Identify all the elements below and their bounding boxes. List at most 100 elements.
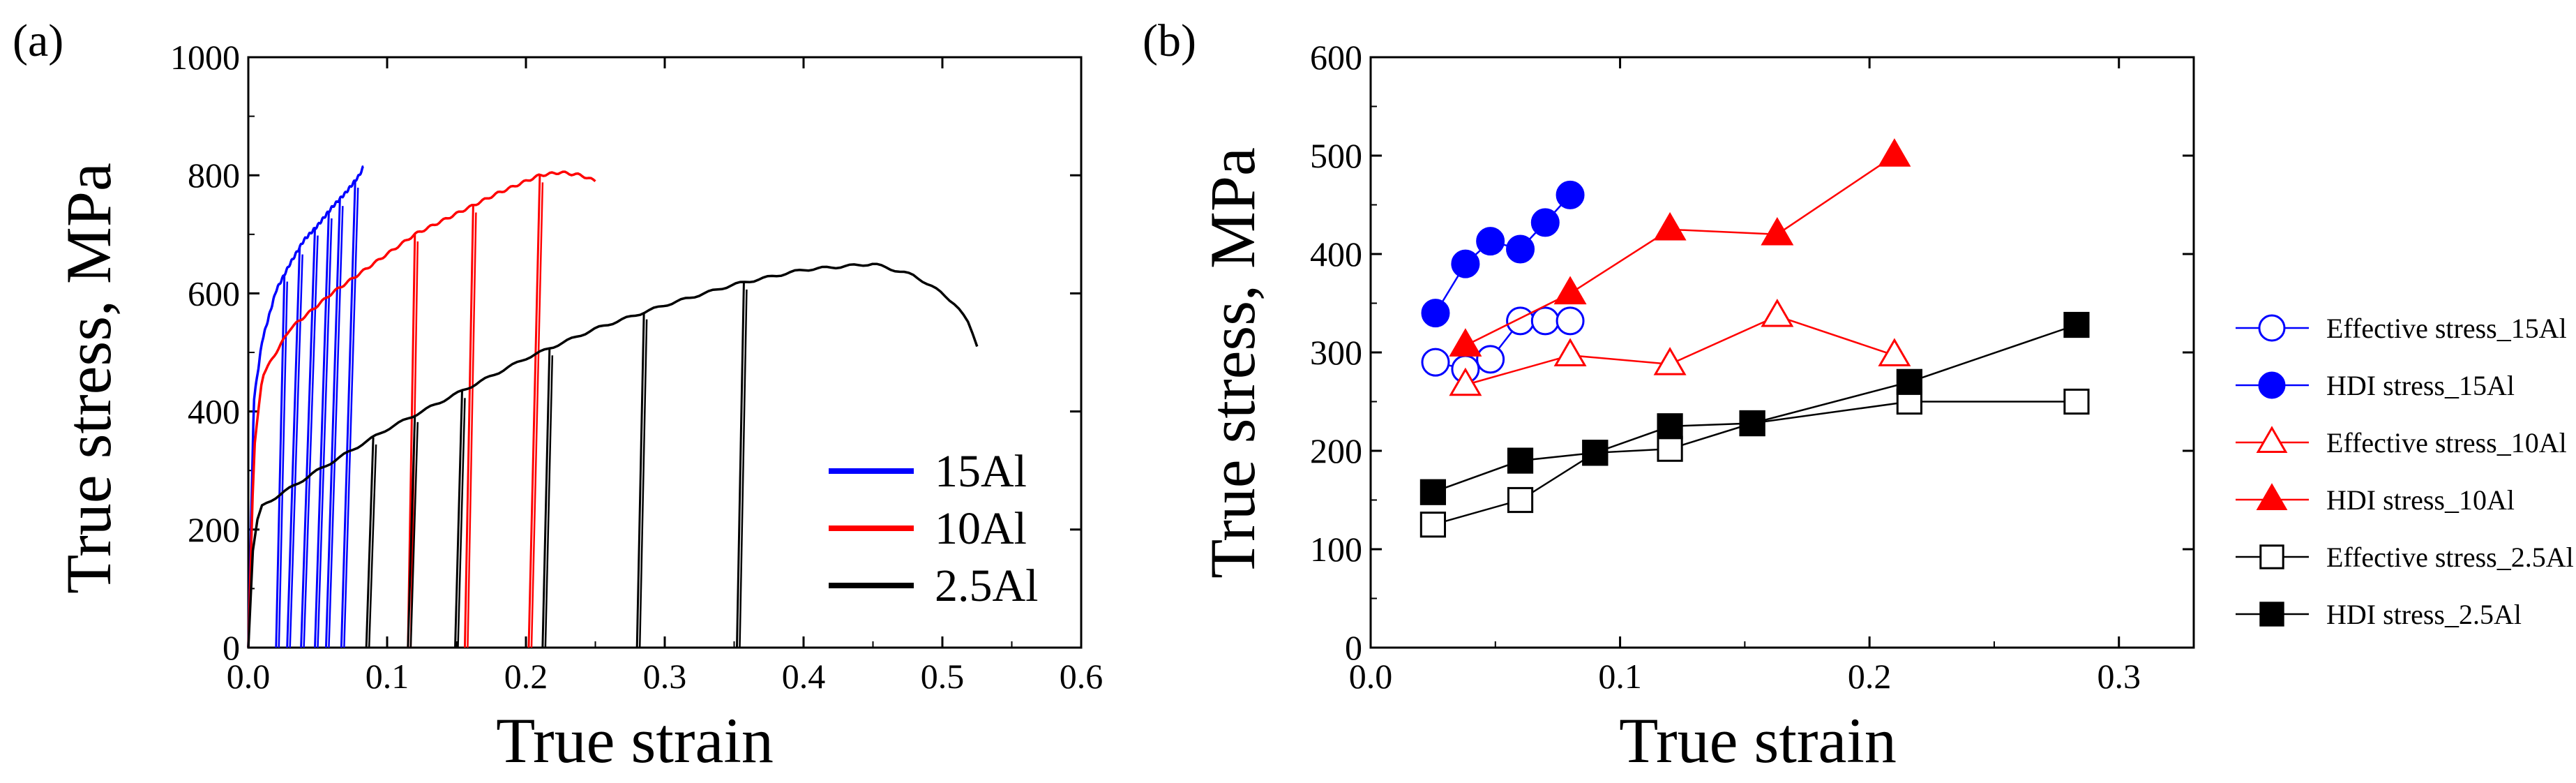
panel-a-y-tick-label: 1000 <box>170 38 240 77</box>
series-10Al-reload-line <box>467 212 477 648</box>
panel-b-legend: Effective stress_15Al HDI stress_15Al Effe… <box>2236 313 2574 630</box>
series-15Al-reload-line <box>303 235 319 648</box>
series-HDI stress_2.5Al-point <box>1419 479 1446 505</box>
series-Effective stress_15Al-point <box>1421 348 1450 377</box>
series-15Al-unload-line <box>286 247 301 648</box>
legend-b-label-Effective stress_10Al: Effective stress_10Al <box>2326 427 2567 458</box>
series-HDI stress_2.5Al-point <box>1507 447 1534 474</box>
legend-a-label-15Al: 15Al <box>935 446 1027 497</box>
series-Effective stress_10Al-point <box>1878 338 1911 366</box>
panel-a-plot-area: 0.0 0.1 0.2 0.3 0.4 0.5 0.6 0 200 400 600 800 1000 <box>170 38 1103 696</box>
series-HDI stress_15Al-point <box>1451 249 1480 278</box>
panel-b-x-tick-label: 0.1 <box>1598 657 1642 696</box>
panel-a-x-tick-label: 0.4 <box>782 657 826 696</box>
series-Effective stress_15Al-point <box>1476 345 1505 374</box>
series-2.5Al-reload-line <box>638 319 648 648</box>
series-2.5Al-unload-line <box>735 282 745 648</box>
legend-b-marker-HDI stress_10Al <box>2256 483 2288 510</box>
series-Effective stress_2.5Al-point <box>1657 435 1683 462</box>
series-10Al-unload-line <box>527 175 541 648</box>
panel-a-x-tick-label: 0.2 <box>504 657 548 696</box>
series-2.5Al-unload-line <box>454 391 463 648</box>
panel-a-y-tick-label: 200 <box>188 510 240 549</box>
series-15Al-unload-line <box>275 274 286 648</box>
legend-b-label-HDI stress_10Al: HDI stress_10Al <box>2326 484 2515 516</box>
legend-b-marker-HDI stress_15Al <box>2258 371 2286 399</box>
series-15Al-reload-line <box>317 218 333 648</box>
series-10Al-reload-line <box>530 182 544 648</box>
legend-a-label-10Al: 10Al <box>935 503 1027 554</box>
series-15Al-unload-line <box>300 228 317 648</box>
series-Effective stress_10Al-point <box>1761 298 1794 327</box>
series-15Al-reload-line <box>289 254 303 648</box>
panel-a-y-tick-label: 800 <box>188 156 240 195</box>
series-Effective stress_2.5Al-point <box>2063 388 2090 415</box>
panel-a-y-tick-label: 400 <box>188 392 240 431</box>
panel-a-x-tick-label: 0.6 <box>1060 657 1104 696</box>
series-Effective stress_10Al-point <box>1553 338 1587 366</box>
panel-b-y-tick-label: 100 <box>1310 530 1362 569</box>
series-Effective stress_15Al-point <box>1506 306 1535 336</box>
series-15Al-reload-line <box>328 206 344 648</box>
series-2.5Al-curve <box>247 262 979 648</box>
series-2.5Al-reload-line <box>368 444 377 648</box>
series-Effective stress_2.5Al-point <box>1507 486 1534 514</box>
panel-a-label: (a) <box>13 15 63 66</box>
series-HDI stress_2.5Al-point <box>1582 440 1609 466</box>
series-15Al-unload-line <box>324 198 341 648</box>
panel-b-x-tick-label: 0.0 <box>1349 657 1393 696</box>
series-2.5Al-reload-line <box>739 289 748 648</box>
series-15Al-reload-line <box>343 187 359 648</box>
series-HDI stress_10Al-point <box>1761 216 1794 246</box>
panel-b-label: (b) <box>1143 15 1196 66</box>
series-15Al-unload-line <box>314 211 330 648</box>
panel-a-y-tick-label: 600 <box>188 274 240 313</box>
series-HDI stress_10Al-point <box>1449 328 1482 357</box>
series-2.5Al-reload-line <box>544 355 554 648</box>
panel-a-x-tick-label: 0.0 <box>227 657 271 696</box>
panel-a-x-tick-label: 0.3 <box>643 657 687 696</box>
series-HDI stress_10Al-point <box>1653 211 1687 241</box>
series-HDI stress_15Al-point <box>1476 227 1505 256</box>
series-Effective stress_2.5Al-point <box>1419 512 1446 538</box>
panel-a-x-tick-label: 0.1 <box>366 657 409 696</box>
panel-a-stress-strain-chart: (a) True stress, MPa True strain 0.0 0.1 0… <box>13 15 1103 776</box>
panel-b-plot-area: 0.0 0.1 0.2 0.3 0 100 200 300 400 500 600 <box>1310 38 2195 696</box>
panel-b-y-tick-label: 500 <box>1310 136 1362 175</box>
series-2.5Al-reload-line <box>409 422 419 648</box>
panel-b-y-tick-label: 0 <box>1345 628 1362 667</box>
series-HDI stress_15Al-point <box>1421 299 1450 328</box>
panel-b-y-axis-title: True stress, MPa <box>1197 147 1268 579</box>
series-2.5Al-unload-line <box>365 437 375 648</box>
legend-b-label-HDI stress_15Al: HDI stress_15Al <box>2326 370 2515 401</box>
legend-a-label-2.5Al: 2.5Al <box>935 560 1039 611</box>
series-Effective stress_15Al-point <box>1530 306 1560 336</box>
panel-a-x-axis-title: True strain <box>496 705 774 776</box>
series-Effective stress_15Al-point <box>1556 306 1585 336</box>
series-HDI stress_2.5Al-point <box>2063 311 2090 338</box>
panel-a-y-tick-label: 0 <box>223 628 240 667</box>
series-HDI stress_10Al-point <box>1553 276 1587 305</box>
panel-a-legend: 15Al 10Al 2.5Al <box>829 446 1039 611</box>
series-HDI stress_2.5Al-point <box>1896 368 1922 395</box>
series-HDI stress_15Al-point <box>1530 208 1560 237</box>
series-10Al-curve <box>247 170 596 648</box>
legend-b-marker-Effective stress_15Al <box>2258 314 2286 342</box>
series-HDI stress_10Al-point <box>1878 138 1911 167</box>
panel-b-stress-components-chart: (b) True stress, MPa True strain 0.0 0.1 0… <box>1143 15 2574 776</box>
legend-b-label-HDI stress_2.5Al: HDI stress_2.5Al <box>2326 599 2522 630</box>
panel-a-x-tick-label: 0.5 <box>921 657 965 696</box>
panel-b-y-tick-label: 600 <box>1310 38 1362 77</box>
panel-b-x-axis-title: True strain <box>1619 705 1897 776</box>
series-15Al-unload-line <box>340 180 356 648</box>
series-10Al-unload-line <box>463 205 474 648</box>
series-HDI stress_2.5Al-point <box>1739 410 1765 437</box>
panel-b-y-tick-label: 300 <box>1310 333 1362 372</box>
series-15Al-reload-line <box>278 281 288 648</box>
panel-b-y-tick-label: 400 <box>1310 234 1362 274</box>
series-HDI stress_15Al-point <box>1506 234 1535 264</box>
series-HDI stress_15Al-point <box>1556 180 1585 209</box>
series-2.5Al-unload-line <box>635 312 645 648</box>
panel-a-y-axis-title: True stress, MPa <box>53 163 124 594</box>
